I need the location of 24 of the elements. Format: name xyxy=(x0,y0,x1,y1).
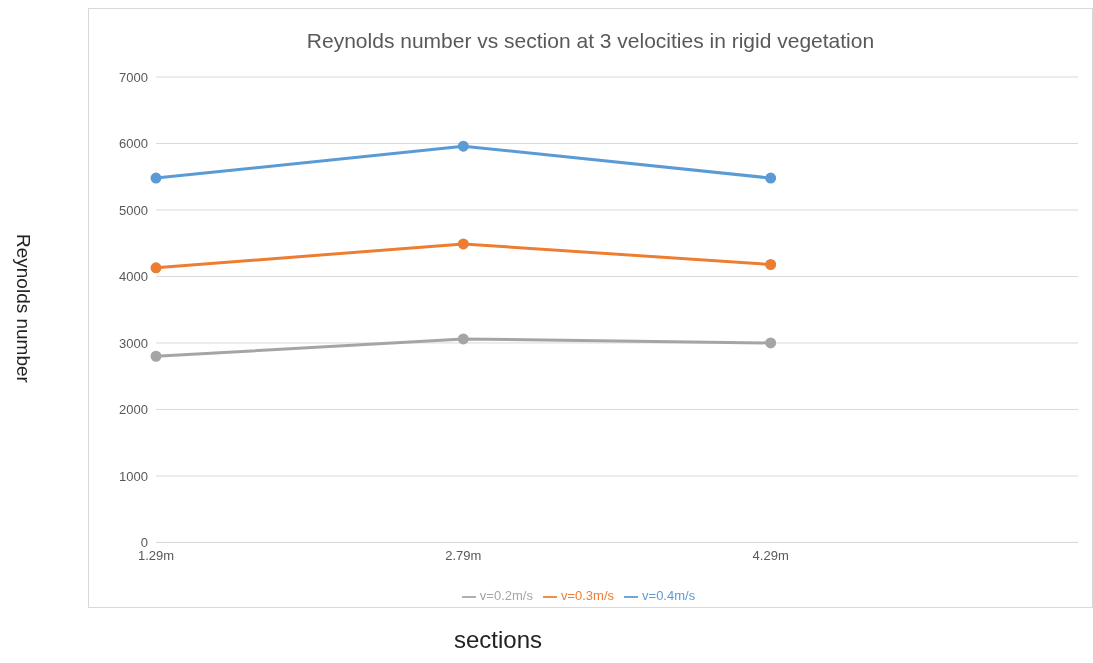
chart-title: Reynolds number vs section at 3 velocities in rigid vegetation xyxy=(305,29,876,54)
y-tick-label: 2000 xyxy=(119,402,148,418)
legend-label: v=0.3m/s xyxy=(560,588,615,604)
point xyxy=(150,172,162,184)
point xyxy=(457,238,469,250)
point xyxy=(765,172,777,184)
x-axis-title: sections xyxy=(452,626,543,654)
point xyxy=(765,259,777,271)
y-axis-title: Reynolds number xyxy=(12,233,34,383)
y-tick-label: 7000 xyxy=(119,69,148,85)
point xyxy=(150,350,162,362)
y-tick-label: 4000 xyxy=(119,269,148,285)
y-tick-label: 3000 xyxy=(119,335,148,351)
y-tick-label: 1000 xyxy=(119,468,148,484)
legend-label: v=0.2m/s xyxy=(479,588,533,604)
legend-label: v=0.4m/s xyxy=(642,588,696,604)
y-tick-label: 6000 xyxy=(119,136,148,152)
point xyxy=(765,337,777,349)
x-tick-label: 4.29m xyxy=(752,547,789,563)
x-tick-label: 2.79m xyxy=(445,547,482,563)
point xyxy=(150,262,162,274)
point xyxy=(457,140,469,152)
point xyxy=(457,333,469,345)
y-tick-label: 5000 xyxy=(119,202,148,218)
